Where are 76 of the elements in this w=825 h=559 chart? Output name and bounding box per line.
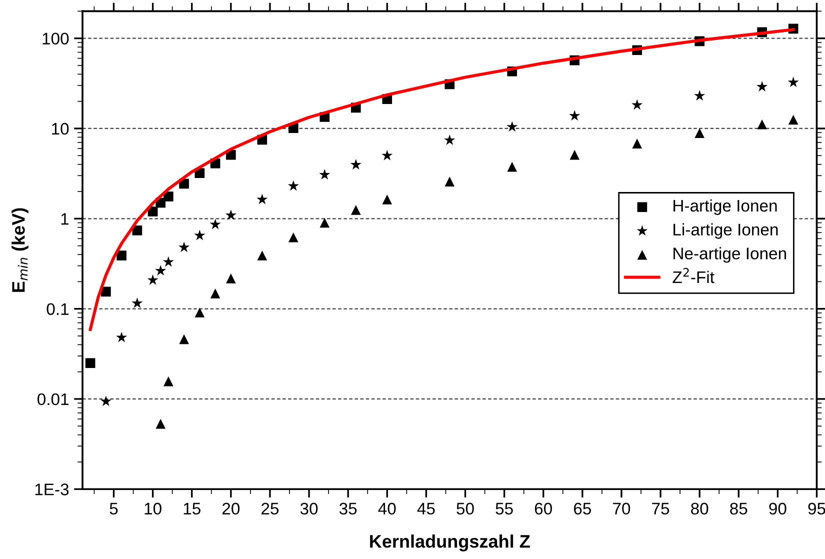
- y-tick-label: 1: [61, 213, 68, 225]
- y-tick-label: 100: [42, 32, 69, 45]
- x-tick-label: 45: [417, 502, 435, 515]
- x-tick-label: 10: [144, 502, 162, 515]
- x-tick-label: 60: [534, 502, 552, 515]
- x-tick-label: 85: [730, 502, 748, 515]
- point: [164, 192, 174, 202]
- point: [569, 110, 580, 121]
- legend-label: Li-artige Ionen: [674, 223, 778, 239]
- point: [570, 150, 580, 160]
- point: [756, 80, 768, 92]
- x-tick-label: 55: [496, 502, 513, 515]
- x-tick-label: 75: [652, 502, 670, 515]
- point: [350, 204, 361, 215]
- point: [444, 134, 456, 145]
- point: [132, 226, 142, 236]
- point: [632, 99, 643, 110]
- x-tick-label: 15: [184, 502, 200, 515]
- point: [210, 218, 221, 230]
- point: [179, 334, 189, 344]
- x-tick-label: 30: [300, 502, 318, 515]
- x-tick-label: 50: [456, 502, 474, 515]
- point: [164, 376, 174, 386]
- x-tick-label: 80: [691, 502, 708, 515]
- point: [256, 194, 268, 204]
- x-tick-label: 70: [613, 502, 630, 515]
- point: [116, 332, 128, 342]
- y-axis-title: E$_{min}$ (keV): [12, 208, 28, 292]
- x-tick-label: 25: [262, 502, 279, 515]
- x-tick-label: 95: [808, 502, 825, 515]
- point: [382, 150, 393, 160]
- point: [694, 90, 706, 101]
- point: [788, 76, 799, 88]
- x-tick-label: 20: [222, 502, 240, 515]
- point: [156, 418, 166, 429]
- legend-label: Z$^{2}$-Fit: [672, 268, 714, 284]
- point: [226, 274, 236, 284]
- point: [320, 218, 330, 228]
- point: [116, 250, 126, 260]
- point: [694, 128, 704, 138]
- point: [382, 194, 392, 204]
- point: [155, 264, 166, 276]
- y-tick-label: 10: [52, 122, 69, 135]
- y-tick-label: 0.1: [46, 303, 68, 316]
- point: [288, 180, 299, 191]
- point: [225, 209, 236, 220]
- point: [257, 250, 268, 260]
- y-tick-label: 0.01: [38, 393, 68, 406]
- point: [162, 256, 174, 267]
- point: [288, 232, 298, 242]
- point: [132, 298, 143, 308]
- legend-label: Ne-artige Ionen: [674, 247, 786, 263]
- x-tick-label: 5: [110, 502, 118, 515]
- point: [85, 358, 96, 368]
- point: [319, 169, 330, 180]
- point: [350, 159, 362, 170]
- x-tick-label: 65: [574, 502, 591, 515]
- x-tick-label: 90: [769, 502, 786, 515]
- point: [788, 114, 798, 125]
- x-axis-title: Kernladungszahl Z: [370, 534, 530, 552]
- y-tick-label: 1E-3: [35, 484, 69, 496]
- x-tick-label: 35: [339, 502, 357, 515]
- point: [194, 308, 205, 318]
- point: [210, 288, 220, 298]
- point: [632, 138, 642, 148]
- point: [147, 274, 158, 285]
- point: [194, 230, 206, 240]
- point: [507, 162, 518, 172]
- x-tick-label: 40: [378, 502, 396, 515]
- point: [100, 396, 112, 406]
- point: [757, 119, 767, 130]
- point: [178, 242, 190, 252]
- legend-label: H-artige Ionen: [674, 199, 777, 215]
- point: [444, 176, 455, 186]
- point: [101, 286, 111, 297]
- point: [506, 121, 518, 132]
